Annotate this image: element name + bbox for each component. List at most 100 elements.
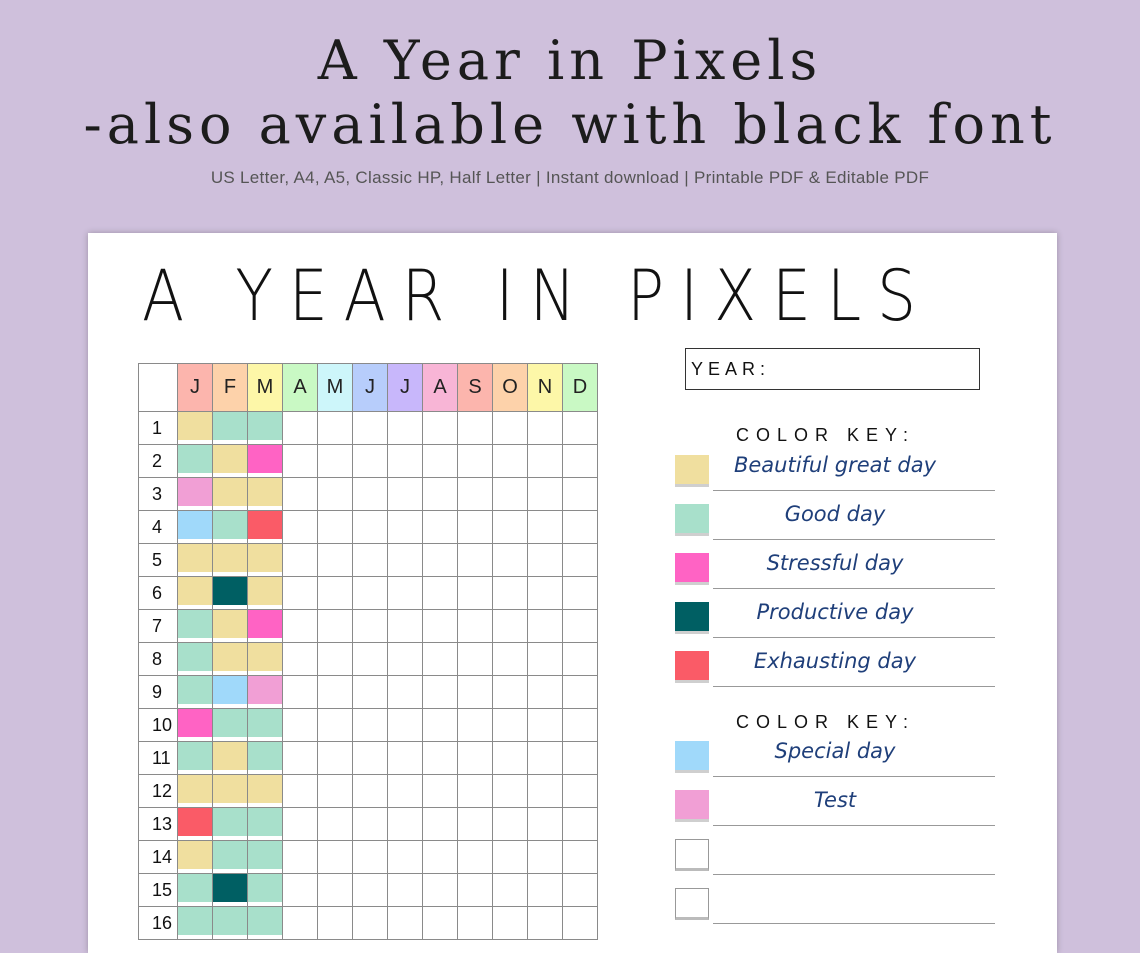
pixel-cell[interactable]	[527, 510, 563, 544]
pixel-cell[interactable]	[562, 708, 598, 742]
pixel-cell[interactable]	[212, 510, 248, 544]
pixel-cell[interactable]	[527, 675, 563, 709]
pixel-cell[interactable]	[317, 576, 353, 610]
pixel-cell[interactable]	[387, 477, 423, 511]
pixel-cell[interactable]	[212, 774, 248, 808]
pixel-cell[interactable]	[527, 477, 563, 511]
pixel-cell[interactable]	[562, 741, 598, 775]
pixel-cell[interactable]	[177, 807, 213, 841]
pixel-cell[interactable]	[282, 741, 318, 775]
pixel-cell[interactable]	[177, 609, 213, 643]
pixel-cell[interactable]	[492, 411, 528, 445]
pixel-cell[interactable]	[282, 708, 318, 742]
pixel-cell[interactable]	[492, 741, 528, 775]
pixel-cell[interactable]	[422, 411, 458, 445]
pixel-cell[interactable]	[352, 576, 388, 610]
pixel-cell[interactable]	[317, 675, 353, 709]
pixel-cell[interactable]	[317, 807, 353, 841]
pixel-cell[interactable]	[492, 543, 528, 577]
pixel-cell[interactable]	[212, 840, 248, 874]
pixel-cell[interactable]	[387, 708, 423, 742]
pixel-cell[interactable]	[422, 840, 458, 874]
pixel-cell[interactable]	[212, 477, 248, 511]
pixel-cell[interactable]	[212, 609, 248, 643]
pixel-cell[interactable]	[317, 543, 353, 577]
pixel-cell[interactable]	[177, 774, 213, 808]
pixel-cell[interactable]	[247, 411, 283, 445]
pixel-cell[interactable]	[352, 444, 388, 478]
pixel-cell[interactable]	[317, 411, 353, 445]
pixel-cell[interactable]	[492, 642, 528, 676]
pixel-cell[interactable]	[527, 411, 563, 445]
pixel-cell[interactable]	[352, 477, 388, 511]
pixel-cell[interactable]	[247, 906, 283, 940]
pixel-cell[interactable]	[387, 840, 423, 874]
pixel-cell[interactable]	[177, 840, 213, 874]
pixel-cell[interactable]	[562, 840, 598, 874]
pixel-cell[interactable]	[387, 609, 423, 643]
pixel-cell[interactable]	[352, 807, 388, 841]
pixel-cell[interactable]	[562, 444, 598, 478]
pixel-cell[interactable]	[562, 411, 598, 445]
pixel-cell[interactable]	[457, 576, 493, 610]
pixel-cell[interactable]	[247, 543, 283, 577]
pixel-cell[interactable]	[247, 444, 283, 478]
pixel-cell[interactable]	[527, 642, 563, 676]
pixel-cell[interactable]	[387, 576, 423, 610]
pixel-cell[interactable]	[352, 873, 388, 907]
pixel-cell[interactable]	[562, 543, 598, 577]
pixel-cell[interactable]	[177, 444, 213, 478]
pixel-cell[interactable]	[212, 411, 248, 445]
pixel-cell[interactable]	[177, 741, 213, 775]
pixel-cell[interactable]	[422, 609, 458, 643]
pixel-cell[interactable]	[247, 708, 283, 742]
pixel-cell[interactable]	[247, 741, 283, 775]
pixel-cell[interactable]	[492, 906, 528, 940]
pixel-cell[interactable]	[387, 807, 423, 841]
pixel-cell[interactable]	[492, 873, 528, 907]
pixel-cell[interactable]	[562, 609, 598, 643]
pixel-cell[interactable]	[317, 741, 353, 775]
pixel-cell[interactable]	[282, 774, 318, 808]
pixel-cell[interactable]	[562, 873, 598, 907]
pixel-cell[interactable]	[562, 906, 598, 940]
pixel-cell[interactable]	[562, 807, 598, 841]
pixel-cell[interactable]	[457, 411, 493, 445]
pixel-cell[interactable]	[387, 444, 423, 478]
pixel-cell[interactable]	[422, 510, 458, 544]
pixel-cell[interactable]	[177, 675, 213, 709]
pixel-cell[interactable]	[282, 609, 318, 643]
pixel-cell[interactable]	[247, 576, 283, 610]
pixel-cell[interactable]	[457, 774, 493, 808]
pixel-cell[interactable]	[422, 576, 458, 610]
pixel-cell[interactable]	[422, 477, 458, 511]
pixel-cell[interactable]	[527, 444, 563, 478]
pixel-cell[interactable]	[317, 873, 353, 907]
pixel-cell[interactable]	[457, 642, 493, 676]
pixel-cell[interactable]	[457, 543, 493, 577]
pixel-cell[interactable]	[457, 708, 493, 742]
pixel-cell[interactable]	[457, 477, 493, 511]
pixel-cell[interactable]	[282, 807, 318, 841]
pixel-cell[interactable]	[457, 741, 493, 775]
pixel-cell[interactable]	[317, 642, 353, 676]
pixel-cell[interactable]	[352, 411, 388, 445]
pixel-cell[interactable]	[212, 444, 248, 478]
pixel-cell[interactable]	[247, 642, 283, 676]
pixel-cell[interactable]	[562, 576, 598, 610]
pixel-cell[interactable]	[527, 741, 563, 775]
pixel-cell[interactable]	[527, 543, 563, 577]
pixel-cell[interactable]	[457, 840, 493, 874]
pixel-cell[interactable]	[387, 774, 423, 808]
pixel-cell[interactable]	[317, 906, 353, 940]
pixel-cell[interactable]	[352, 708, 388, 742]
pixel-cell[interactable]	[247, 510, 283, 544]
pixel-cell[interactable]	[387, 675, 423, 709]
pixel-cell[interactable]	[247, 609, 283, 643]
pixel-cell[interactable]	[177, 477, 213, 511]
pixel-cell[interactable]	[492, 774, 528, 808]
pixel-cell[interactable]	[177, 708, 213, 742]
pixel-cell[interactable]	[527, 774, 563, 808]
pixel-cell[interactable]	[177, 576, 213, 610]
pixel-cell[interactable]	[247, 840, 283, 874]
